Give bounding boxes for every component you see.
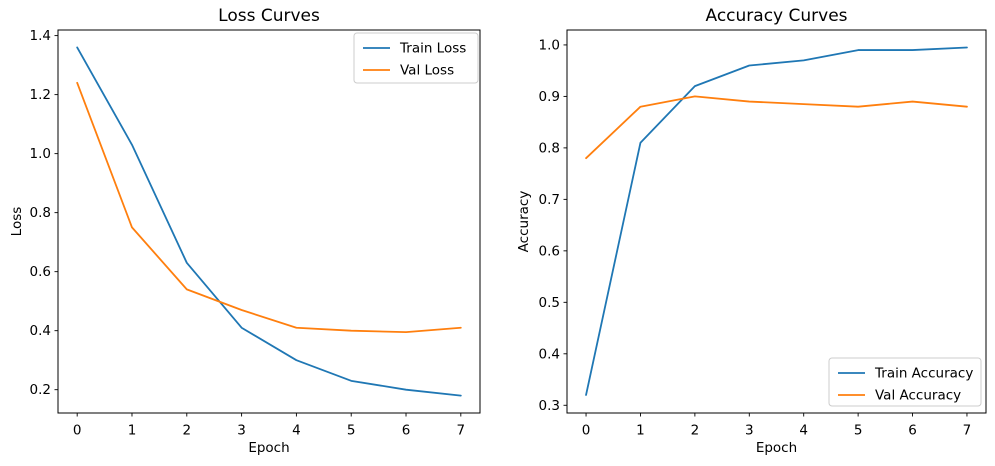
accuracy-chart-title: Accuracy Curves xyxy=(705,6,847,26)
x-tick-label: 4 xyxy=(292,423,301,439)
x-tick-label: 6 xyxy=(908,423,917,439)
y-tick-label: 0.6 xyxy=(30,264,51,280)
x-tick-label: 5 xyxy=(347,423,356,439)
x-tick-label: 6 xyxy=(402,423,411,439)
x-tick-label: 0 xyxy=(582,423,591,439)
y-tick-label: 1.0 xyxy=(539,37,560,53)
x-tick-label: 2 xyxy=(691,423,700,439)
y-tick-label: 0.4 xyxy=(30,323,51,339)
y-tick-label: 0.4 xyxy=(539,346,560,362)
x-tick-label: 2 xyxy=(182,423,191,439)
val-accuracy-legend-label: Val Accuracy xyxy=(875,388,961,404)
y-tick-label: 1.2 xyxy=(30,87,51,103)
y-tick-label: 0.9 xyxy=(539,89,560,105)
x-tick-label: 3 xyxy=(745,423,754,439)
train-accuracy-line xyxy=(585,46,968,396)
x-tick-label: 7 xyxy=(457,423,466,439)
accuracy-chart-ylabel: Accuracy xyxy=(516,191,532,253)
y-tick-label: 0.8 xyxy=(30,205,51,221)
val-loss-line xyxy=(76,81,462,334)
accuracy-chart-legend-box xyxy=(828,357,982,407)
train-loss-line xyxy=(76,46,462,397)
accuracy-chart-axes-frame xyxy=(566,29,987,414)
x-tick-label: 1 xyxy=(636,423,645,439)
y-tick-label: 0.5 xyxy=(539,295,560,311)
x-tick-label: 1 xyxy=(128,423,137,439)
x-tick-label: 0 xyxy=(73,423,82,439)
x-tick-label: 5 xyxy=(854,423,863,439)
y-tick-label: 0.3 xyxy=(539,398,560,414)
x-tick-label: 3 xyxy=(237,423,246,439)
x-tick-label: 7 xyxy=(963,423,972,439)
y-tick-label: 0.8 xyxy=(539,140,560,156)
y-tick-label: 0.2 xyxy=(30,382,51,398)
y-tick-label: 1.0 xyxy=(30,146,51,162)
val-loss-legend-label: Val Loss xyxy=(400,63,454,79)
train-accuracy-legend-label: Train Accuracy xyxy=(874,366,973,382)
loss-chart-xlabel: Epoch xyxy=(248,440,289,456)
loss-chart-axes-frame xyxy=(57,29,481,414)
accuracy-chart: 0.3 0.4 0.5 0.6 0.7 0.8 0.9 1.0 0 1 2 3 4 5 6 7 Accuracy… xyxy=(516,6,987,456)
train-loss-legend-label: Train Loss xyxy=(399,41,466,57)
y-tick-label: 0.7 xyxy=(539,192,560,208)
val-accuracy-line xyxy=(585,95,968,160)
loss-chart: 0.2 0.4 0.6 0.8 1.0 1.2 1.4 0 1 2 3 4 5 6 7 Loss Curves… xyxy=(9,6,481,456)
accuracy-chart-xlabel: Epoch xyxy=(756,440,797,456)
loss-chart-title: Loss Curves xyxy=(218,6,320,26)
x-tick-label: 4 xyxy=(799,423,808,439)
y-tick-label: 1.4 xyxy=(30,28,51,44)
loss-chart-ylabel: Loss xyxy=(9,207,25,237)
y-tick-label: 0.6 xyxy=(539,243,560,259)
